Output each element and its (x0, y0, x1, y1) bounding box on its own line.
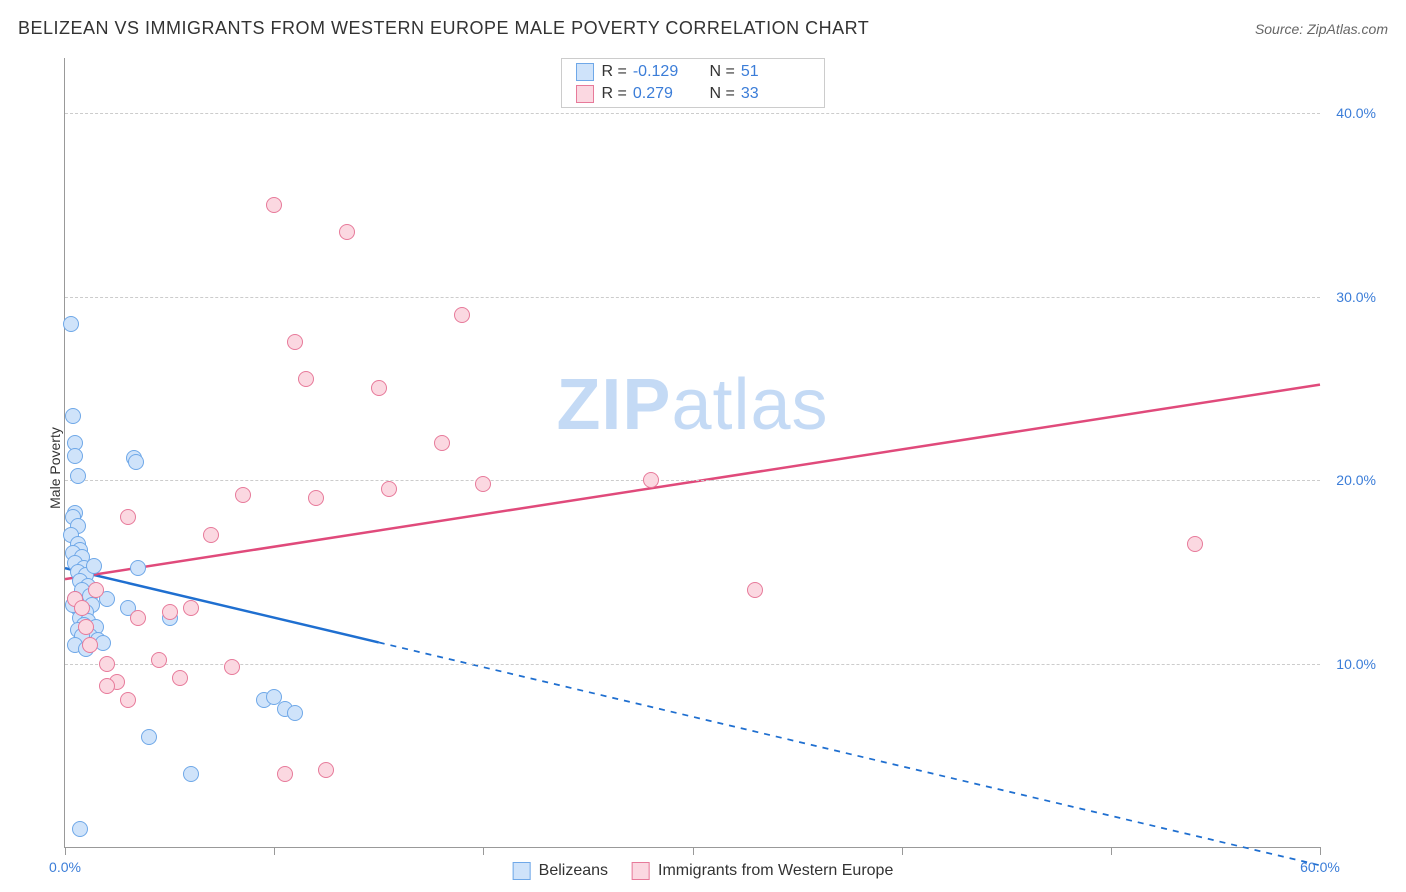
r-label-2: R = (602, 85, 627, 103)
r-label-1: R = (602, 63, 627, 81)
data-point (130, 560, 146, 576)
x-tick-label: 60.0% (1300, 859, 1340, 875)
trend-line-extrapolated (379, 642, 1320, 865)
gridline (65, 480, 1320, 481)
n-value-2: 33 (741, 85, 759, 103)
x-tick (1320, 847, 1321, 855)
data-point (183, 600, 199, 616)
data-point (643, 472, 659, 488)
data-point (70, 468, 86, 484)
data-point (99, 678, 115, 694)
data-point (224, 659, 240, 675)
data-point (162, 604, 178, 620)
swatch-series-2 (576, 85, 594, 103)
data-point (371, 380, 387, 396)
data-point (128, 454, 144, 470)
legend-row-1: R = -0.129 N = 51 (562, 61, 824, 83)
trend-line (65, 385, 1320, 579)
gridline (65, 113, 1320, 114)
n-label-2: N = (710, 85, 735, 103)
n-value-1: 51 (741, 63, 759, 81)
data-point (72, 821, 88, 837)
x-tick-label: 0.0% (49, 859, 81, 875)
data-point (298, 371, 314, 387)
header: BELIZEAN VS IMMIGRANTS FROM WESTERN EURO… (18, 18, 1388, 39)
data-point (287, 705, 303, 721)
data-point (266, 197, 282, 213)
swatch-series-1 (576, 63, 594, 81)
x-tick (693, 847, 694, 855)
x-tick (1111, 847, 1112, 855)
data-point (1187, 536, 1203, 552)
data-point (183, 766, 199, 782)
legend-item-1: Belizeans (513, 862, 608, 880)
data-point (475, 476, 491, 492)
data-point (308, 490, 324, 506)
data-point (78, 619, 94, 635)
legend-label-2: Immigrants from Western Europe (658, 862, 893, 880)
data-point (67, 448, 83, 464)
x-tick (902, 847, 903, 855)
data-point (339, 224, 355, 240)
y-tick-label: 10.0% (1326, 656, 1376, 672)
data-point (74, 600, 90, 616)
data-point (99, 656, 115, 672)
legend-swatch-2 (632, 862, 650, 880)
trend-lines-layer (65, 58, 1320, 847)
gridline (65, 664, 1320, 665)
legend-item-2: Immigrants from Western Europe (632, 862, 893, 880)
data-point (86, 558, 102, 574)
legend-row-2: R = 0.279 N = 33 (562, 83, 824, 105)
data-point (88, 582, 104, 598)
r-value-1: -0.129 (633, 63, 678, 81)
gridline (65, 297, 1320, 298)
x-tick (483, 847, 484, 855)
legend-swatch-1 (513, 862, 531, 880)
data-point (120, 509, 136, 525)
data-point (454, 307, 470, 323)
data-point (172, 670, 188, 686)
data-point (65, 408, 81, 424)
y-tick-label: 40.0% (1326, 105, 1376, 121)
n-label-1: N = (710, 63, 735, 81)
data-point (130, 610, 146, 626)
data-point (63, 316, 79, 332)
y-tick-label: 30.0% (1326, 289, 1376, 305)
data-point (120, 692, 136, 708)
source-label: Source: ZipAtlas.com (1255, 21, 1388, 37)
data-point (235, 487, 251, 503)
x-tick (274, 847, 275, 855)
chart-area: Male Poverty ZIPatlas R =-0.129 N =51 R … (18, 50, 1388, 886)
data-point (747, 582, 763, 598)
data-point (381, 481, 397, 497)
data-point (277, 766, 293, 782)
data-point (151, 652, 167, 668)
data-point (434, 435, 450, 451)
y-axis-label: Male Poverty (47, 427, 63, 509)
plot-region: ZIPatlas R =-0.129 N =51 R =0.279 N =33 … (64, 58, 1320, 848)
data-point (141, 729, 157, 745)
data-point (203, 527, 219, 543)
r-value-2: 0.279 (633, 85, 673, 103)
chart-title: BELIZEAN VS IMMIGRANTS FROM WESTERN EURO… (18, 18, 869, 39)
data-point (287, 334, 303, 350)
data-point (318, 762, 334, 778)
data-point (82, 637, 98, 653)
x-tick (65, 847, 66, 855)
correlation-legend: R = -0.129 N = 51 R = 0.279 N = 33 (561, 58, 825, 108)
y-tick-label: 20.0% (1326, 472, 1376, 488)
legend-label-1: Belizeans (539, 862, 608, 880)
series-legend: Belizeans Immigrants from Western Europe (513, 862, 894, 880)
